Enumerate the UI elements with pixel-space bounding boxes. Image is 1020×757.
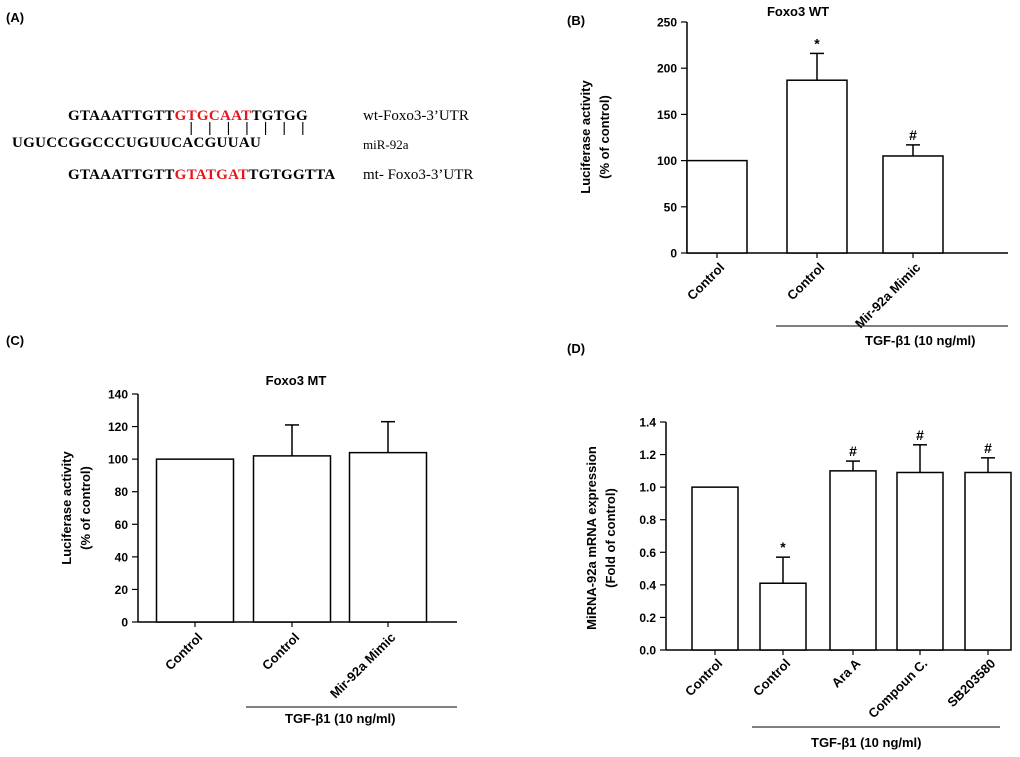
y-tick-label: 20 [115,583,129,597]
x-category-label: Mir-92a Mimic [327,630,398,701]
bar [829,470,877,651]
y-tick-label: 100 [657,154,677,168]
wt-seq-seed: GTGCAAT [174,108,252,124]
bar [691,486,739,651]
y-tick-label: 250 [657,16,677,30]
chart-title: Foxo3 WT [767,4,829,19]
y-tick-label: 0 [670,247,677,261]
y-tick-label: 100 [108,453,128,467]
y-tick-label: 1.2 [639,448,656,462]
panel-a-letter: (A) [6,10,25,25]
significance-marker: * [780,539,786,555]
mt-seq-pre: GTAAATTGTT [68,167,175,183]
bar [882,155,944,254]
y-tick-label: 140 [108,388,128,402]
x-category-label: Control [682,656,725,699]
y-axis-label-unit: (Fold of control) [603,488,618,588]
x-category-label: SB203580 [944,656,998,710]
y-tick-label: 80 [115,485,129,499]
mt-seq-post: TGTGGTTA [248,167,336,183]
mir-sequence: UGUCCGGCCCUGUUCACGUUAU [12,135,262,151]
y-tick-label: 40 [115,550,129,564]
bar [786,79,848,254]
y-axis-label-unit: (% of control) [597,95,612,179]
x-category-label: Control [784,260,827,303]
significance-marker: # [916,427,924,443]
y-tick-label: 150 [657,108,677,122]
panel-b-letter: (B) [567,13,585,28]
y-tick-label: 60 [115,518,129,532]
mt-label: mt- Foxo3-3’UTR [363,167,474,183]
x-category-label: Compoun C. [865,656,930,721]
bar [759,582,807,651]
panel-d-letter: (D) [567,341,585,356]
y-tick-label: 0.0 [639,644,656,658]
y-tick-label: 0.8 [639,513,656,527]
chart-c: Foxo3 MT Luciferase activity (% of control… [59,373,457,726]
bar [155,458,235,623]
mt-sequence: GTAAATTGTTGTATGATTGTGGTTA [68,167,336,184]
y-tick-label: 0.2 [639,611,656,625]
bar [964,471,1012,651]
x-category-label: Control [684,260,727,303]
y-tick-label: 0.6 [639,546,656,560]
bar [686,159,748,254]
wt-seq-post: TGTGG [251,108,308,124]
significance-marker: # [909,127,917,143]
chart-d: MiRNA-92a mRNA expression (Fold of contro… [584,416,1012,750]
significance-marker: # [849,443,857,459]
wt-seq-pre: GTAAATTGTT [68,108,175,124]
significance-marker: # [984,440,992,456]
y-tick-label: 120 [108,420,128,434]
panel-c-letter: (C) [6,333,24,348]
chart-title: Foxo3 MT [266,373,327,388]
mt-seq-seed: GTATGAT [174,167,249,183]
y-tick-label: 0 [121,616,128,630]
x-category-label: Control [162,630,205,673]
x-category-label: Mir-92a Mimic [852,260,923,331]
y-axis-label: MiRNA-92a mRNA expression [584,446,599,630]
x-category-label: Ara A [829,655,864,690]
y-tick-label: 0.4 [639,578,656,592]
y-tick-label: 200 [657,62,677,76]
bar [896,471,944,651]
y-axis-label-unit: (% of control) [78,466,93,550]
bar [252,455,332,623]
y-axis-label: Luciferase activity [59,451,74,565]
wt-sequence: GTAAATTGTTGTGCAATTGTGG [68,108,308,125]
x-category-label: Control [750,656,793,699]
group-label: TGF-β1 (10 ng/ml) [811,735,922,750]
x-category-label: Control [259,630,302,673]
y-tick-label: 1.0 [639,481,656,495]
y-tick-label: 50 [664,200,678,214]
significance-marker: * [814,35,820,51]
y-tick-label: 1.4 [639,416,656,430]
mir-label: miR-92a [363,137,409,152]
bar [348,451,428,623]
wt-label: wt-Foxo3-3’UTR [363,108,469,124]
chart-b: Foxo3 WT Luciferase activity (% of control… [578,4,1008,348]
group-label: TGF-β1 (10 ng/ml) [865,333,976,348]
group-label: TGF-β1 (10 ng/ml) [285,711,396,726]
y-axis-label: Luciferase activity [578,80,593,194]
base-pair-lines: | | | | | | | [187,121,308,137]
